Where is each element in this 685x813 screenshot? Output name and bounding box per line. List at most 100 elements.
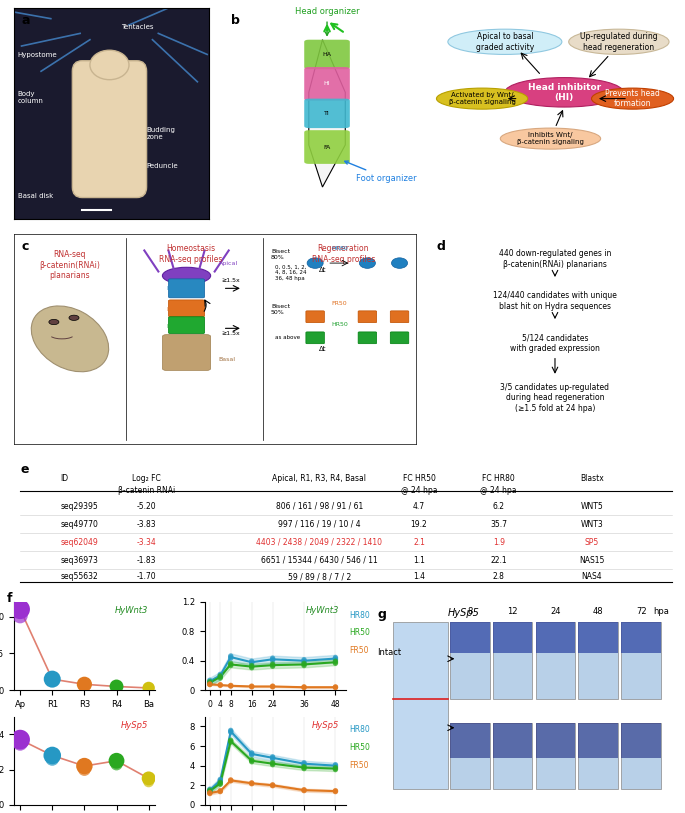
Point — [225, 774, 236, 787]
Point — [267, 759, 278, 772]
Point — [330, 760, 341, 773]
Point — [111, 680, 122, 693]
Text: Apical to basal
graded activity: Apical to basal graded activity — [476, 32, 534, 51]
Text: 6651 / 15344 / 6430 / 546 / 11: 6651 / 15344 / 6430 / 546 / 11 — [261, 555, 377, 564]
Text: Hypostome: Hypostome — [18, 51, 58, 58]
Point — [299, 759, 310, 772]
FancyBboxPatch shape — [621, 622, 661, 699]
Point — [267, 750, 278, 763]
Text: 19.2: 19.2 — [410, 520, 427, 528]
Point — [79, 678, 90, 691]
Point — [225, 726, 236, 739]
Point — [299, 756, 310, 769]
Text: FC HR50
@ 24 hpa: FC HR50 @ 24 hpa — [401, 475, 437, 494]
Point — [14, 602, 25, 615]
Point — [14, 609, 25, 622]
Point — [246, 657, 257, 670]
Point — [225, 736, 236, 749]
Text: HR80: HR80 — [332, 246, 348, 251]
Text: NAS15: NAS15 — [579, 555, 604, 564]
Point — [225, 679, 236, 692]
Point — [330, 654, 341, 667]
Point — [246, 746, 257, 759]
Text: HyWnt3: HyWnt3 — [306, 606, 339, 615]
Text: HySp5: HySp5 — [312, 721, 339, 730]
FancyBboxPatch shape — [493, 622, 532, 699]
Point — [111, 680, 122, 693]
Point — [330, 680, 341, 693]
Ellipse shape — [360, 258, 375, 268]
Text: TI: TI — [324, 111, 330, 116]
Point — [143, 681, 154, 694]
Ellipse shape — [32, 306, 109, 372]
Text: seq55632: seq55632 — [60, 572, 98, 581]
Point — [267, 660, 278, 673]
Point — [330, 785, 341, 798]
Text: 1.4: 1.4 — [413, 572, 425, 581]
FancyBboxPatch shape — [449, 622, 490, 653]
FancyBboxPatch shape — [536, 723, 575, 789]
Point — [47, 749, 58, 762]
Point — [225, 658, 236, 671]
Point — [111, 758, 122, 771]
FancyBboxPatch shape — [169, 279, 205, 298]
Ellipse shape — [448, 29, 562, 54]
Text: Bisect
80%: Bisect 80% — [271, 249, 290, 260]
Text: HA: HA — [323, 52, 332, 57]
Point — [225, 733, 236, 746]
FancyBboxPatch shape — [493, 622, 532, 653]
Point — [299, 761, 310, 774]
Text: Activated by Wnt/
β-catenin signaling: Activated by Wnt/ β-catenin signaling — [449, 92, 516, 105]
Text: d: d — [437, 240, 446, 253]
Point — [330, 759, 341, 772]
Point — [246, 680, 257, 693]
Text: Apical, R1, R3, R4, Basal: Apical, R1, R3, R4, Basal — [273, 475, 366, 484]
Point — [267, 752, 278, 765]
Point — [215, 679, 226, 692]
FancyBboxPatch shape — [621, 622, 661, 653]
Point — [204, 785, 215, 798]
Text: NAS4: NAS4 — [582, 572, 602, 581]
FancyBboxPatch shape — [304, 98, 350, 128]
Text: Peduncle: Peduncle — [147, 163, 178, 169]
Text: -3.83: -3.83 — [137, 520, 156, 528]
Point — [14, 733, 25, 746]
Point — [246, 680, 257, 693]
Text: seq36973: seq36973 — [60, 555, 98, 564]
Text: -3.34: -3.34 — [137, 537, 156, 546]
Point — [225, 725, 236, 738]
Text: Basal: Basal — [219, 358, 236, 363]
Text: 12: 12 — [508, 607, 518, 616]
FancyBboxPatch shape — [536, 622, 575, 699]
Point — [246, 754, 257, 767]
Text: -5.20: -5.20 — [137, 502, 156, 511]
Point — [299, 760, 310, 773]
Point — [246, 654, 257, 667]
Point — [204, 783, 215, 796]
Point — [225, 724, 236, 737]
Point — [79, 678, 90, 691]
Text: 2.1: 2.1 — [413, 537, 425, 546]
Text: WNT3: WNT3 — [580, 520, 603, 528]
Ellipse shape — [392, 258, 408, 268]
Ellipse shape — [500, 128, 601, 149]
Text: HR80: HR80 — [349, 725, 369, 734]
Ellipse shape — [162, 267, 210, 284]
FancyBboxPatch shape — [621, 723, 661, 789]
Point — [215, 785, 226, 798]
Point — [215, 669, 226, 682]
Text: ≥1.5x: ≥1.5x — [221, 331, 240, 336]
Point — [215, 679, 226, 692]
Point — [225, 773, 236, 786]
Point — [267, 779, 278, 792]
Text: Bisect
50%: Bisect 50% — [271, 304, 290, 315]
Point — [215, 672, 226, 685]
Point — [225, 774, 236, 787]
Text: b: b — [232, 15, 240, 28]
FancyBboxPatch shape — [578, 723, 619, 758]
Text: HySp5: HySp5 — [121, 721, 148, 730]
Text: 8: 8 — [467, 607, 472, 616]
Text: 0, 0.5, 1, 2,
4, 8, 16, 24
36, 48 hpa: 0, 0.5, 1, 2, 4, 8, 16, 24 36, 48 hpa — [275, 264, 306, 281]
Point — [330, 656, 341, 669]
Text: 3/5 candidates up-regulated
during head regeneration
(≥1.5 fold at 24 hpa): 3/5 candidates up-regulated during head … — [501, 383, 610, 413]
